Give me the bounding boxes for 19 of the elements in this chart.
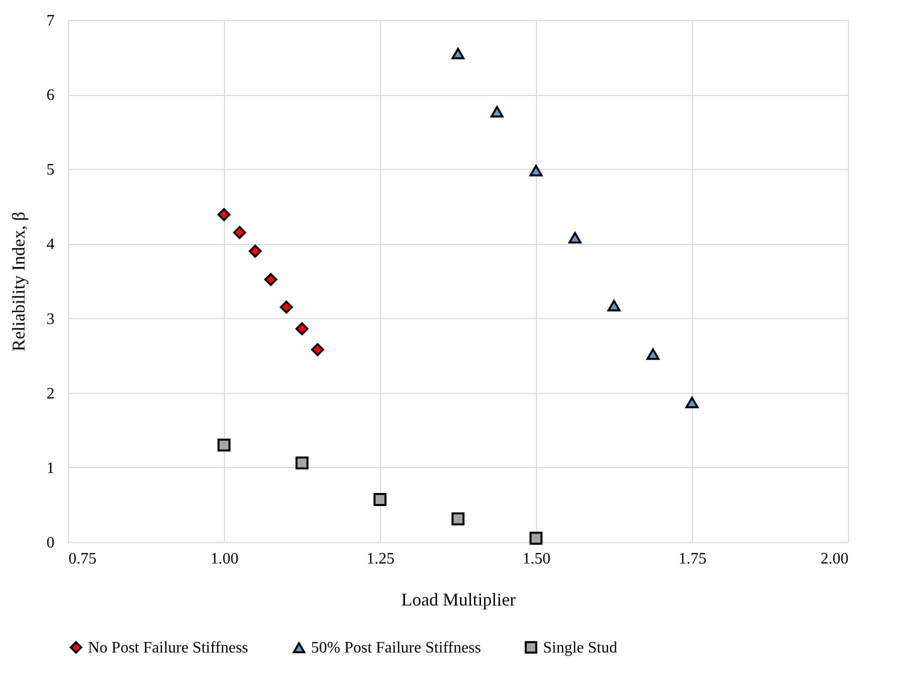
legend-label: 50% Post Failure Stiffness xyxy=(311,640,481,657)
y-tick-label: 7 xyxy=(46,12,54,30)
x-tick-label: 1.50 xyxy=(522,550,550,568)
x-tick-label: 2.00 xyxy=(820,550,848,568)
x-tick-label: 1.25 xyxy=(366,550,394,568)
x-axis-title: Load Multiplier xyxy=(401,590,516,610)
y-tick-label: 6 xyxy=(46,87,54,104)
y-tick-label: 0 xyxy=(46,534,54,552)
x-tick-label: 1.75 xyxy=(678,550,706,568)
x-tick-label: 0.75 xyxy=(68,550,96,568)
legend-label: No Post Failure Stiffness xyxy=(88,639,248,656)
y-tick-label: 3 xyxy=(46,310,54,328)
y-tick-label: 4 xyxy=(46,236,54,254)
y-tick-label: 5 xyxy=(46,162,54,179)
y-axis-title: Reliability Index, β xyxy=(8,212,28,352)
y-tick-label: 2 xyxy=(46,385,54,402)
x-tick-label: 1.00 xyxy=(210,550,238,568)
y-tick-label: 1 xyxy=(46,460,54,477)
legend-label: Single Stud xyxy=(543,639,618,656)
